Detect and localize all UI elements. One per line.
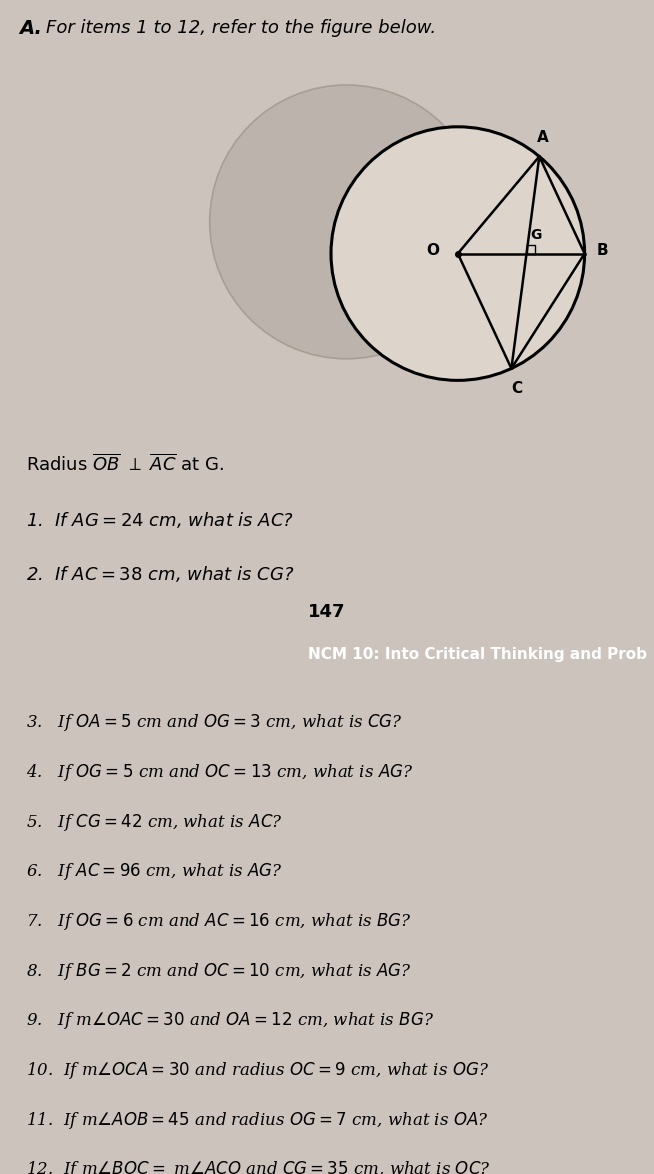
Text: A.: A. [20,19,43,38]
Text: 2.  If $AC = 38$ cm, what is $CG$?: 2. If $AC = 38$ cm, what is $CG$? [26,565,294,585]
Text: 8.   If $BG = 2$ cm and $OC = 10$ cm, what is $AG$?: 8. If $BG = 2$ cm and $OC = 10$ cm, what… [26,960,412,981]
Ellipse shape [331,127,585,380]
Text: C: C [511,382,522,396]
Text: 5.   If $CG = 42$ cm, what is $AC$?: 5. If $CG = 42$ cm, what is $AC$? [26,811,283,832]
Text: 7.   If $OG = 6$ cm and $AC = 16$ cm, what is $BG$?: 7. If $OG = 6$ cm and $AC = 16$ cm, what… [26,911,412,932]
Text: For items 1 to 12, refer to the figure below.: For items 1 to 12, refer to the figure b… [46,19,436,38]
Text: NCM 10: Into Critical Thinking and Prob: NCM 10: Into Critical Thinking and Prob [309,647,647,662]
Ellipse shape [210,85,483,359]
Text: B: B [596,243,608,258]
Text: G: G [530,228,541,242]
Text: 9.   If m$\angle OAC = 30$ and $OA = 12$ cm, what is $BG$?: 9. If m$\angle OAC = 30$ and $OA = 12$ c… [26,1011,434,1032]
Text: O: O [426,243,439,258]
Text: 147: 147 [308,603,346,621]
Text: 1.  If $AG = 24$ cm, what is $AC$?: 1. If $AG = 24$ cm, what is $AC$? [26,511,294,531]
Text: 12.  If m$\angle BOC =$ m$\angle ACO$ and $CG = 35$ cm, what is $OC$?: 12. If m$\angle BOC =$ m$\angle ACO$ and… [26,1160,490,1174]
Text: 10.  If m$\angle OCA = 30$ and radius $OC = 9$ cm, what is $OG$?: 10. If m$\angle OCA = 30$ and radius $OC… [26,1060,489,1081]
Text: A: A [537,130,549,146]
Text: 11.  If m$\angle AOB = 45$ and radius $OG = 7$ cm, what is $OA$?: 11. If m$\angle AOB = 45$ and radius $OG… [26,1109,489,1131]
Text: 4.   If $OG = 5$ cm and $OC = 13$ cm, what is $AG$?: 4. If $OG = 5$ cm and $OC = 13$ cm, what… [26,762,413,783]
Text: Radius $\overline{OB}$ $\perp$ $\overline{AC}$ at G.: Radius $\overline{OB}$ $\perp$ $\overlin… [26,453,224,474]
Text: 6.   If $AC = 96$ cm, what is $AG$?: 6. If $AC = 96$ cm, what is $AG$? [26,862,283,883]
Text: 3.   If $OA = 5$ cm and $OG = 3$ cm, what is $CG$?: 3. If $OA = 5$ cm and $OG = 3$ cm, what … [26,713,403,734]
